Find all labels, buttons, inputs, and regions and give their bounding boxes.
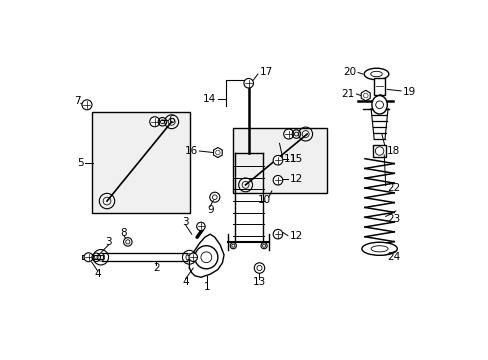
Text: 6: 6 bbox=[168, 115, 175, 125]
Text: 23: 23 bbox=[386, 214, 400, 224]
Ellipse shape bbox=[371, 95, 386, 114]
Circle shape bbox=[149, 117, 160, 127]
Text: 7: 7 bbox=[74, 96, 81, 106]
Text: 15: 15 bbox=[289, 154, 302, 164]
Text: 19: 19 bbox=[402, 87, 415, 98]
Ellipse shape bbox=[361, 242, 396, 255]
Circle shape bbox=[283, 129, 293, 139]
Text: 4: 4 bbox=[94, 269, 101, 279]
Text: 17: 17 bbox=[259, 67, 272, 77]
Text: 8: 8 bbox=[121, 228, 127, 238]
Text: 3: 3 bbox=[105, 237, 112, 247]
Text: 12: 12 bbox=[289, 231, 302, 241]
Text: 1: 1 bbox=[203, 282, 210, 292]
Text: 10: 10 bbox=[257, 195, 270, 205]
Ellipse shape bbox=[364, 68, 388, 80]
Circle shape bbox=[273, 156, 282, 165]
Text: 14: 14 bbox=[203, 94, 216, 104]
Text: 3: 3 bbox=[182, 217, 188, 227]
Circle shape bbox=[194, 246, 218, 269]
Text: 16: 16 bbox=[184, 146, 198, 156]
Polygon shape bbox=[361, 90, 369, 101]
Circle shape bbox=[244, 78, 253, 88]
Circle shape bbox=[273, 229, 282, 239]
Text: 22: 22 bbox=[386, 183, 400, 193]
Text: 2: 2 bbox=[153, 263, 159, 273]
Text: 20: 20 bbox=[343, 67, 356, 77]
Text: 11: 11 bbox=[284, 154, 297, 164]
Polygon shape bbox=[213, 148, 222, 158]
Text: 24: 24 bbox=[386, 252, 400, 262]
Text: 4: 4 bbox=[182, 277, 188, 287]
Circle shape bbox=[189, 253, 197, 261]
Bar bbox=[373, 145, 385, 157]
Text: 13: 13 bbox=[252, 277, 265, 287]
Circle shape bbox=[82, 100, 92, 110]
Circle shape bbox=[273, 175, 282, 185]
Bar bbox=[373, 78, 385, 95]
Text: 18: 18 bbox=[386, 146, 400, 156]
Text: 12: 12 bbox=[289, 174, 302, 184]
Bar bbox=[233, 128, 326, 193]
Text: 21: 21 bbox=[341, 89, 354, 99]
Circle shape bbox=[84, 253, 93, 262]
Bar bbox=[91, 112, 190, 213]
Circle shape bbox=[196, 222, 205, 231]
Text: 5: 5 bbox=[77, 158, 83, 167]
Text: 9: 9 bbox=[206, 204, 213, 215]
